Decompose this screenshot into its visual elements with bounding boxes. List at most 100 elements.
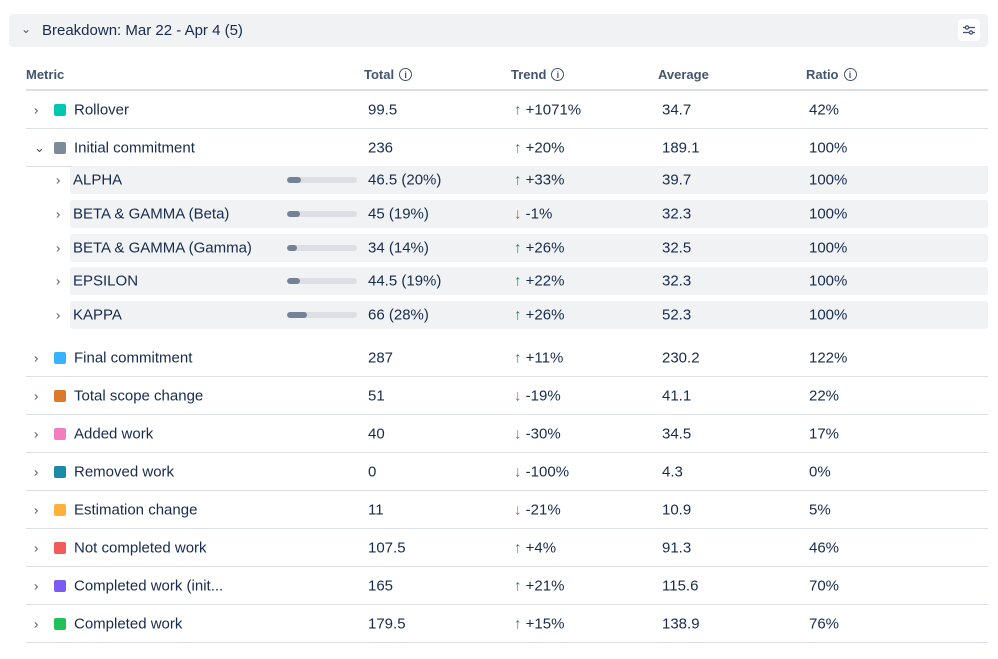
- table-row[interactable]: › Added work 40 ↓ -30% 34.5 17%: [26, 415, 988, 453]
- chevron-right-icon[interactable]: ›: [34, 540, 39, 555]
- chevron-right-icon[interactable]: ›: [56, 172, 61, 188]
- trend-cell: ↑ +20%: [514, 139, 564, 156]
- trend-up-arrow-icon: ↑: [514, 171, 522, 189]
- chevron-right-icon[interactable]: ›: [56, 206, 61, 222]
- ratio-value: 5%: [809, 501, 831, 518]
- table-row[interactable]: › Total scope change 51 ↓ -19% 41.1 22%: [26, 377, 988, 415]
- total-value: 179.5: [368, 615, 406, 632]
- metric-name: Final commitment: [74, 349, 193, 366]
- chevron-right-icon[interactable]: ›: [34, 616, 39, 631]
- table-row[interactable]: › Rollover 99.5 ↑ +1071% 34.7 42%: [26, 91, 988, 129]
- color-swatch: [54, 617, 66, 630]
- average-value: 34.5: [662, 425, 692, 442]
- color-swatch: [54, 427, 66, 440]
- trend-cell: ↑ +21%: [514, 577, 564, 594]
- average-value: 230.2: [662, 349, 700, 366]
- sub-row[interactable]: › KAPPA 66 (28%) ↑ +26% 52.3 100%: [56, 301, 988, 330]
- trend-cell: ↑ +33%: [514, 172, 564, 189]
- table-row[interactable]: › Final commitment 287 ↑ +11% 230.2 122%: [26, 339, 988, 377]
- info-icon[interactable]: i: [399, 68, 413, 81]
- breakdown-title: Breakdown: Mar 22 - Apr 4 (5): [42, 22, 243, 39]
- table-row[interactable]: › Removed work 0 ↓ -100% 4.3 0%: [26, 453, 988, 491]
- total-value: 34 (14%): [368, 239, 429, 257]
- total-value: 66 (28%): [368, 306, 429, 324]
- table-row[interactable]: › Completed work 179.5 ↑ +15% 138.9 76%: [26, 605, 988, 643]
- chevron-right-icon[interactable]: ›: [56, 307, 61, 323]
- trend-cell: ↓ -30%: [514, 425, 561, 442]
- ratio-value: 122%: [809, 349, 848, 366]
- table-row[interactable]: › Not completed work 107.5 ↑ +4% 91.3 46…: [26, 529, 988, 567]
- chevron-right-icon[interactable]: ›: [34, 350, 39, 365]
- sub-name: BETA & GAMMA (Gamma): [73, 239, 252, 257]
- average-value: 189.1: [662, 139, 700, 156]
- col-average[interactable]: Average: [658, 67, 709, 82]
- chevron-right-icon[interactable]: ›: [34, 464, 39, 479]
- trend-up-arrow-icon: ↑: [514, 306, 522, 324]
- table-row[interactable]: ⌄ Initial commitment 236 ↑ +20% 189.1 10…: [26, 129, 988, 167]
- total-value: 99.5: [368, 101, 398, 118]
- ratio-value: 22%: [809, 387, 840, 404]
- average-value: 32.3: [662, 272, 692, 290]
- chevron-right-icon[interactable]: ›: [56, 273, 61, 289]
- ratio-value: 100%: [809, 205, 848, 223]
- chevron-right-icon[interactable]: ›: [56, 240, 61, 256]
- trend-up-arrow-icon: ↑: [514, 101, 522, 118]
- sub-row[interactable]: › BETA & GAMMA (Gamma) 34 (14%) ↑ +26% 3…: [56, 233, 988, 262]
- trend-cell: ↑ +26%: [514, 307, 564, 324]
- trend-up-arrow-icon: ↑: [514, 615, 522, 632]
- col-trend[interactable]: Trend i: [511, 67, 565, 82]
- average-value: 32.5: [662, 239, 692, 257]
- trend-cell: ↓ -19%: [514, 387, 561, 404]
- sub-name: EPSILON: [73, 272, 139, 290]
- trend-value: +26%: [525, 306, 565, 324]
- total-value: 0: [368, 463, 377, 480]
- total-value: 46.5 (20%): [368, 171, 442, 189]
- sub-row[interactable]: › ALPHA 46.5 (20%) ↑ +33% 39.7 100%: [56, 166, 988, 194]
- trend-up-arrow-icon: ↑: [514, 577, 522, 594]
- chevron-right-icon[interactable]: ›: [34, 426, 39, 441]
- breakdown-header[interactable]: ⌄ Breakdown: Mar 22 - Apr 4 (5): [9, 14, 988, 47]
- header-divider: [26, 89, 988, 91]
- info-icon[interactable]: i: [551, 68, 565, 81]
- chevron-right-icon[interactable]: ›: [34, 578, 39, 593]
- trend-cell: ↑ +22%: [514, 273, 564, 290]
- col-total[interactable]: Total i: [364, 67, 413, 82]
- ratio-value: 100%: [809, 171, 848, 189]
- average-value: 91.3: [662, 539, 692, 556]
- trend-up-arrow-icon: ↑: [514, 272, 522, 290]
- chevron-right-icon[interactable]: ›: [34, 102, 39, 117]
- table-row[interactable]: › Estimation change 11 ↓ -21% 10.9 5%: [26, 491, 988, 529]
- metric-name: Rollover: [74, 101, 130, 118]
- col-ratio[interactable]: Ratio i: [806, 67, 857, 82]
- ratio-value: 100%: [809, 306, 848, 324]
- color-swatch: [54, 541, 66, 554]
- trend-value: +4%: [525, 539, 557, 556]
- sub-row[interactable]: › EPSILON 44.5 (19%) ↑ +22% 32.3 100%: [56, 267, 988, 296]
- table-row[interactable]: › Completed work (init... 165 ↑ +21% 115…: [26, 567, 988, 605]
- settings-sliders-button[interactable]: [958, 19, 980, 41]
- ratio-value: 46%: [809, 539, 840, 556]
- average-value: 52.3: [662, 306, 692, 324]
- chevron-right-icon[interactable]: ›: [34, 388, 39, 403]
- total-value: 11: [368, 501, 384, 518]
- color-swatch: [54, 503, 66, 516]
- info-icon[interactable]: i: [843, 68, 857, 81]
- total-value: 165: [368, 577, 394, 594]
- trend-cell: ↑ +11%: [514, 349, 563, 366]
- trend-value: -21%: [525, 501, 561, 518]
- metric-name: Completed work (init...: [74, 577, 224, 594]
- sub-row[interactable]: › BETA & GAMMA (Beta) 45 (19%) ↓ -1% 32.…: [56, 199, 988, 228]
- sub-name: ALPHA: [73, 171, 123, 189]
- chevron-down-icon[interactable]: ⌄: [34, 139, 45, 155]
- col-metric[interactable]: Metric: [26, 67, 65, 82]
- trend-up-arrow-icon: ↑: [514, 139, 522, 156]
- average-value: 39.7: [662, 171, 692, 189]
- metric-name: Removed work: [74, 463, 175, 480]
- trend-value: -30%: [525, 425, 561, 442]
- ratio-value: 100%: [809, 272, 848, 290]
- ratio-value: 100%: [809, 139, 848, 156]
- metric-name: Total scope change: [74, 387, 204, 404]
- trend-value: +11%: [525, 349, 564, 366]
- chevron-down-icon[interactable]: ⌄: [21, 22, 32, 36]
- chevron-right-icon[interactable]: ›: [34, 502, 39, 517]
